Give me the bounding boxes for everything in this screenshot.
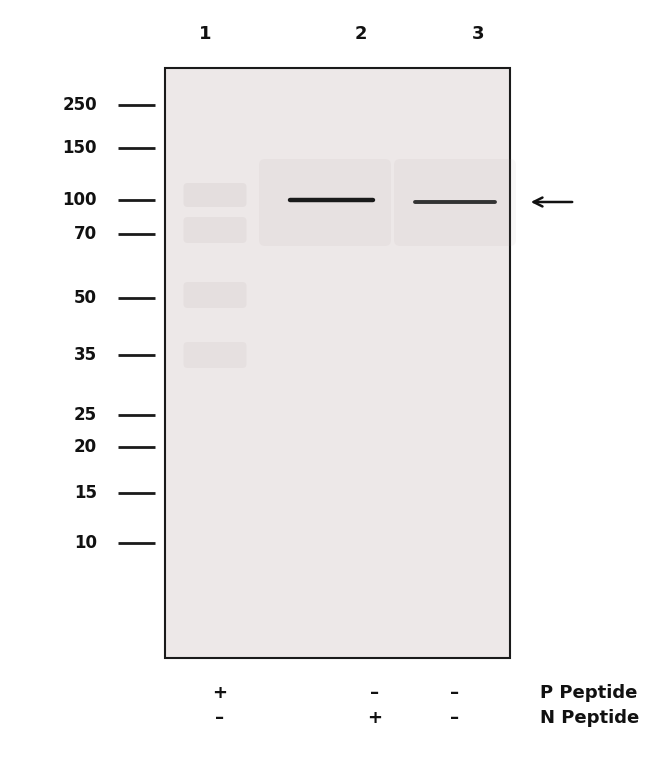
- Text: 150: 150: [62, 139, 97, 157]
- FancyBboxPatch shape: [183, 282, 246, 308]
- Text: +: +: [367, 709, 382, 727]
- Text: 3: 3: [471, 25, 484, 42]
- FancyBboxPatch shape: [183, 217, 246, 243]
- Text: –: –: [450, 709, 460, 727]
- Text: 50: 50: [74, 289, 97, 307]
- Bar: [165, 68, 510, 658]
- FancyBboxPatch shape: [259, 159, 391, 246]
- Text: –: –: [215, 709, 224, 727]
- Text: 25: 25: [74, 406, 97, 424]
- Text: 10: 10: [74, 534, 97, 552]
- Text: 70: 70: [74, 225, 97, 243]
- Text: 1: 1: [198, 25, 211, 42]
- Text: 35: 35: [74, 346, 97, 364]
- Text: 20: 20: [74, 438, 97, 456]
- Text: 15: 15: [74, 484, 97, 502]
- Text: 100: 100: [62, 191, 97, 209]
- FancyBboxPatch shape: [183, 342, 246, 368]
- Text: 2: 2: [354, 25, 367, 42]
- Text: +: +: [213, 684, 228, 702]
- Text: P Peptide: P Peptide: [540, 684, 638, 702]
- FancyBboxPatch shape: [183, 183, 246, 207]
- Text: N Peptide: N Peptide: [540, 709, 639, 727]
- Text: –: –: [450, 684, 460, 702]
- Text: –: –: [370, 684, 380, 702]
- FancyBboxPatch shape: [394, 159, 516, 246]
- Text: 250: 250: [62, 96, 97, 114]
